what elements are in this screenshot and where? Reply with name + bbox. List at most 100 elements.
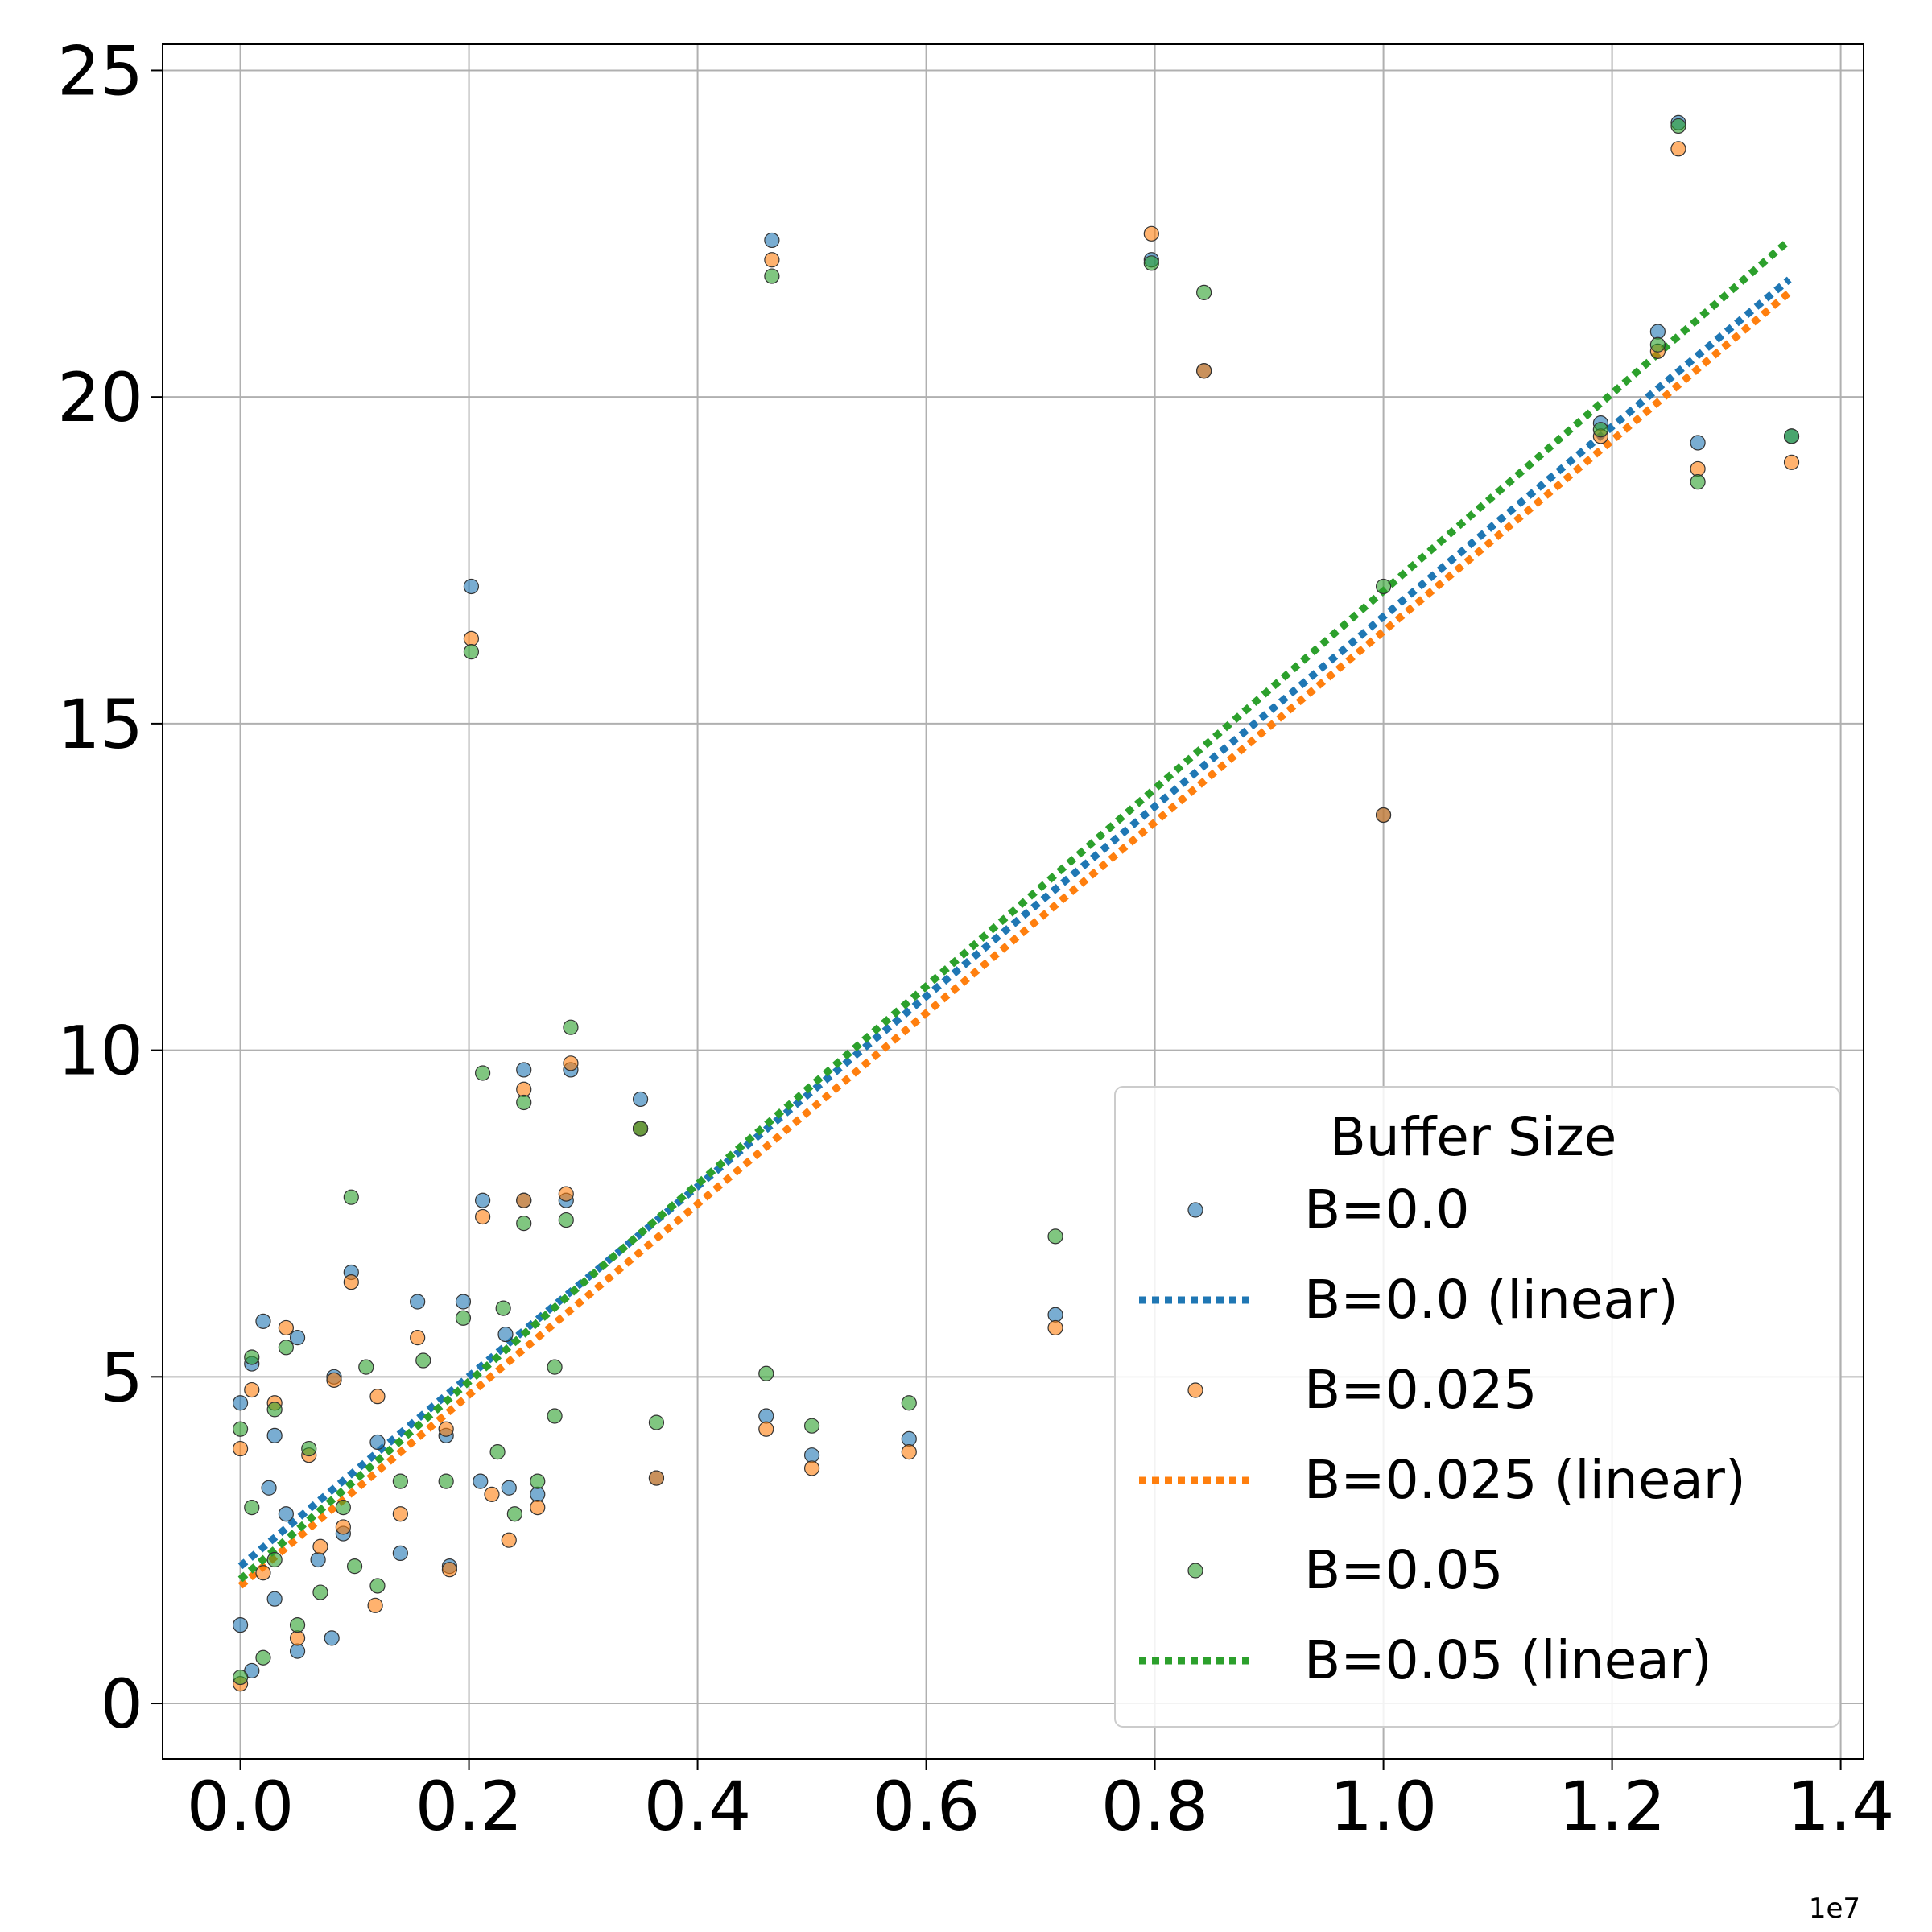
y-tick-label: 0 xyxy=(101,1665,143,1744)
grid-lines xyxy=(163,44,1864,1759)
scatter-point xyxy=(475,1192,491,1208)
scatter-point xyxy=(289,1617,306,1633)
scatter-point xyxy=(369,1434,386,1451)
scatter-point xyxy=(244,1662,260,1679)
legend-entry: B=0.0 xyxy=(1304,1179,1470,1241)
scatter-point xyxy=(301,1440,317,1457)
scatter-point xyxy=(1047,1228,1063,1245)
scatter-point xyxy=(232,1395,249,1411)
scatter-point xyxy=(343,1189,359,1205)
scatter-point xyxy=(497,1326,514,1343)
scatter-point xyxy=(530,1486,546,1502)
legend-entry: B=0.0 (linear) xyxy=(1304,1269,1678,1331)
x-tick-label: 0.4 xyxy=(644,1767,752,1846)
scatter-point xyxy=(475,1208,491,1225)
scatter-point xyxy=(632,1121,649,1137)
y-tick-label: 5 xyxy=(101,1338,143,1417)
legend-entry: B=0.025 xyxy=(1304,1359,1538,1421)
scatter-point xyxy=(326,1372,342,1388)
scatter-point xyxy=(266,1591,283,1607)
scatter-point xyxy=(410,1294,426,1310)
scatter-point xyxy=(648,1470,665,1486)
scatter-point xyxy=(463,578,480,595)
scatter-point xyxy=(335,1519,351,1535)
scatter-point xyxy=(392,1545,408,1562)
x-tick-label: 1.0 xyxy=(1330,1767,1438,1846)
scatter-point xyxy=(415,1352,431,1368)
regression-line xyxy=(237,237,1792,1583)
scatter-point xyxy=(324,1630,340,1646)
scatter-point xyxy=(278,1319,294,1336)
legend-box xyxy=(1114,1086,1840,1728)
scatter-point xyxy=(244,1499,260,1516)
scatter-point xyxy=(244,1349,260,1365)
scatter-point xyxy=(455,1294,472,1310)
scatter-point xyxy=(558,1186,574,1202)
legend-entry: B=0.025 (linear) xyxy=(1304,1449,1746,1511)
scatter-point xyxy=(484,1486,500,1502)
scatter-point xyxy=(758,1408,774,1424)
x-tick-label: 0.6 xyxy=(873,1767,980,1846)
x-tick-label: 0.0 xyxy=(187,1767,295,1846)
scatter-point xyxy=(1592,422,1608,438)
scatter-point xyxy=(1143,225,1159,242)
scatter-point xyxy=(232,1421,249,1437)
scatter-point xyxy=(1670,118,1686,134)
scatter-point xyxy=(232,1617,249,1633)
x-tick-label: 0.2 xyxy=(415,1767,523,1846)
scatter-point xyxy=(1047,1307,1063,1323)
scatter-point xyxy=(1670,141,1686,157)
scatter-point xyxy=(758,1421,774,1437)
scatter-point xyxy=(516,1081,532,1097)
scatter-point xyxy=(563,1055,579,1071)
y-tick-label: 10 xyxy=(57,1012,143,1091)
scatter-point xyxy=(255,1313,271,1329)
scatter-points xyxy=(232,114,1800,1692)
scatter-point xyxy=(516,1062,532,1078)
scatter-point xyxy=(310,1551,326,1568)
scatter-point xyxy=(266,1551,283,1568)
scatter-point xyxy=(803,1418,820,1434)
scatter-point xyxy=(530,1499,546,1516)
regression-line xyxy=(237,289,1792,1589)
scatter-point xyxy=(1690,474,1706,490)
legend-marker xyxy=(1187,1382,1203,1398)
scatter-point xyxy=(530,1473,546,1489)
scatter-point xyxy=(312,1584,328,1600)
x-tick-label: 1.2 xyxy=(1558,1767,1666,1846)
scatter-point xyxy=(266,1402,283,1418)
scatter-point xyxy=(901,1430,917,1447)
scatter-point xyxy=(516,1094,532,1111)
scatter-point xyxy=(463,644,480,660)
scatter-point xyxy=(632,1091,649,1108)
scatter-point xyxy=(758,1365,774,1381)
scatter-point xyxy=(232,1669,249,1686)
scatter-point xyxy=(392,1506,408,1522)
scatter-point xyxy=(289,1330,306,1346)
scatter-point xyxy=(312,1538,328,1554)
scatter-point xyxy=(764,268,780,284)
scatter-point xyxy=(278,1506,294,1522)
x-tick-label: 1.4 xyxy=(1787,1767,1895,1846)
axes: 0.0 0.2 0.4 0.6 0.8 1.0 1.2 1.4 0 5 10 15 20 25 xyxy=(57,31,1894,1846)
scatter-point xyxy=(438,1421,454,1437)
legend-marker xyxy=(1187,1563,1203,1579)
scatter-point xyxy=(335,1499,351,1516)
scatter-point xyxy=(1196,363,1212,379)
scatter-point xyxy=(501,1532,517,1548)
scatter-point xyxy=(1375,578,1392,595)
legend-entry: B=0.05 xyxy=(1304,1539,1504,1601)
scatter-point xyxy=(1649,336,1666,353)
scatter-point xyxy=(547,1408,563,1424)
scatter-point xyxy=(369,1389,386,1405)
scatter-point xyxy=(1143,255,1159,271)
y-tick-label: 25 xyxy=(57,31,143,110)
scatter-point xyxy=(764,252,780,268)
plot-frame xyxy=(162,43,1864,1760)
scatter-point xyxy=(495,1300,511,1316)
regression-line xyxy=(237,276,1792,1570)
legend-title: Buffer Size xyxy=(1330,1106,1617,1168)
scatter-point xyxy=(255,1649,271,1666)
scatter-point xyxy=(901,1444,917,1460)
scatter-point xyxy=(1783,428,1800,444)
